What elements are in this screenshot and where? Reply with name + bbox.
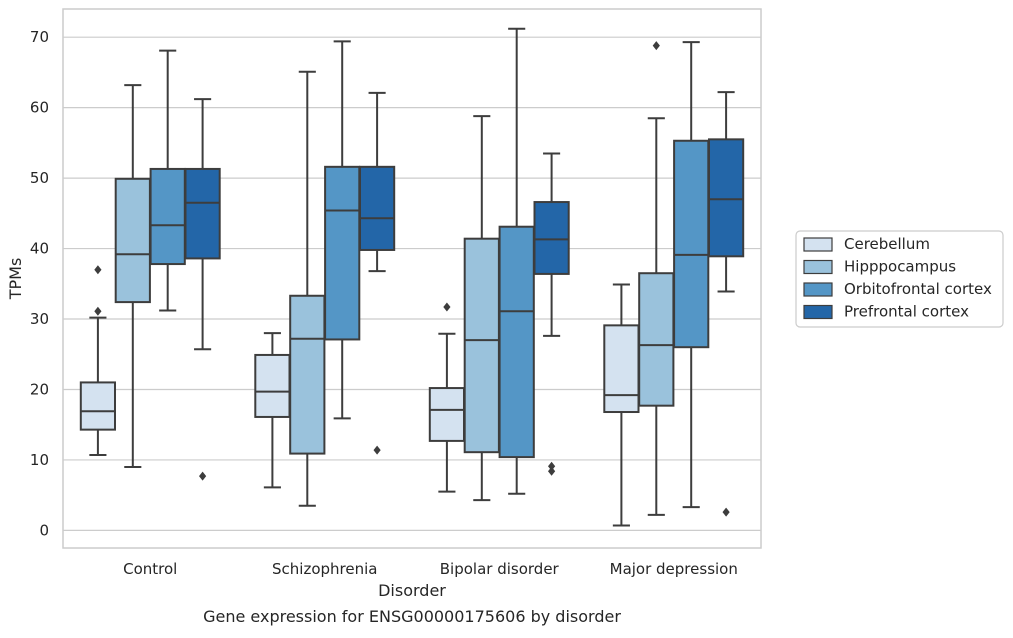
- box-body: [184, 167, 221, 260]
- box-2-2: [498, 27, 535, 495]
- box-2-3: [533, 152, 570, 476]
- box-3-3: [707, 91, 745, 517]
- box-1-3: [358, 91, 396, 455]
- y-tick-label: 10: [30, 451, 49, 469]
- x-axis-label: Disorder: [378, 581, 446, 600]
- outlier-point: [722, 507, 730, 517]
- x-tick-label: Control: [123, 560, 177, 578]
- box-body: [114, 177, 151, 304]
- y-tick-label: 70: [30, 28, 49, 46]
- box-body: [358, 165, 396, 251]
- y-axis-label: TPMs: [6, 258, 25, 301]
- box-0-3: [184, 98, 221, 481]
- outlier-point: [199, 471, 207, 481]
- x-tick-label: Major depression: [610, 560, 738, 578]
- box-2-1: [463, 115, 500, 502]
- outlier-point: [652, 41, 660, 51]
- legend-label: Cerebellum: [844, 235, 930, 253]
- y-tick-label: 20: [30, 380, 49, 398]
- y-tick-label: 60: [30, 99, 49, 117]
- box-1-1: [289, 70, 326, 507]
- box-body: [603, 324, 640, 414]
- box-body: [673, 139, 710, 349]
- x-tick-label: Schizophrenia: [272, 560, 377, 578]
- legend-label: Orbitofrontal cortex: [844, 280, 992, 298]
- box-body: [638, 272, 675, 407]
- box-body: [707, 138, 745, 258]
- plot-frame: [62, 8, 762, 549]
- outlier-point: [443, 302, 451, 312]
- axes: 0 10 20 30 40 50 60 70 Control Schizophrenia Bipol…: [30, 28, 738, 578]
- legend-label: Hipppocampus: [844, 258, 956, 276]
- y-tick-label: 40: [30, 240, 49, 258]
- box-body: [533, 201, 570, 275]
- box-3-2: [673, 41, 710, 509]
- outlier-point: [94, 265, 102, 275]
- box-body: [79, 381, 117, 431]
- outlier-point: [373, 445, 381, 455]
- box-0-0: [79, 265, 117, 456]
- box-body: [463, 237, 500, 454]
- outlier-point: [548, 466, 556, 476]
- x-tick-label: Bipolar disorder: [440, 560, 560, 578]
- box-0-1: [114, 84, 151, 468]
- legend-swatch: [803, 282, 833, 297]
- legend-frame: [795, 230, 1004, 328]
- legend-swatch: [803, 304, 833, 320]
- box-body: [428, 387, 466, 442]
- box-3-1: [638, 41, 675, 516]
- box-body: [498, 225, 535, 459]
- box-body: [289, 294, 326, 455]
- y-tick-label: 50: [30, 169, 49, 187]
- outlier-point: [94, 306, 102, 316]
- box-0-2: [149, 49, 186, 312]
- box-3-0: [603, 283, 640, 527]
- y-tick-label: 0: [39, 521, 49, 539]
- legend: Cerebellum Hipppocampus Orbitofrontal cort…: [795, 230, 1004, 328]
- y-tick-label: 30: [30, 310, 49, 328]
- legend-label: Prefrontal cortex: [844, 303, 969, 321]
- box-body: [254, 353, 291, 418]
- legend-swatch: [803, 237, 833, 252]
- chart-caption: Gene expression for ENSG00000175606 by d…: [203, 607, 621, 626]
- box-1-2: [324, 40, 361, 420]
- box-1-0: [254, 332, 291, 489]
- legend-swatch: [803, 259, 833, 275]
- boxes: [79, 27, 745, 527]
- box-2-0: [428, 302, 466, 493]
- outlier-point: [548, 461, 556, 471]
- box-body: [149, 167, 186, 266]
- box-body: [324, 165, 361, 341]
